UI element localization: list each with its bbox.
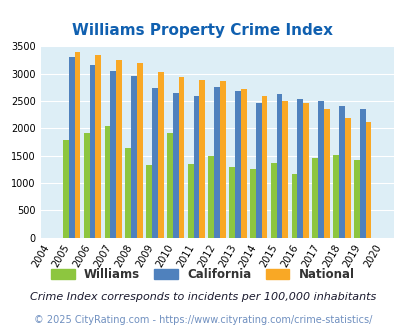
Bar	[255, 103, 261, 238]
Bar	[311, 158, 318, 238]
Bar	[282, 101, 288, 238]
Bar	[234, 91, 240, 238]
Bar	[364, 122, 371, 238]
Bar	[187, 164, 193, 238]
Bar	[83, 133, 90, 238]
Bar	[318, 101, 323, 238]
Text: © 2025 CityRating.com - https://www.cityrating.com/crime-statistics/: © 2025 CityRating.com - https://www.city…	[34, 315, 371, 325]
Bar	[178, 77, 184, 238]
Bar	[214, 87, 220, 238]
Bar	[353, 160, 359, 238]
Bar	[303, 103, 308, 238]
Bar	[229, 167, 234, 238]
Bar	[104, 126, 110, 238]
Bar	[338, 106, 344, 238]
Bar	[249, 169, 255, 238]
Bar	[193, 96, 199, 238]
Bar	[110, 71, 116, 238]
Bar	[69, 56, 75, 238]
Bar	[146, 165, 151, 238]
Bar	[344, 118, 350, 238]
Text: Williams Property Crime Index: Williams Property Crime Index	[72, 23, 333, 38]
Bar	[220, 81, 225, 238]
Bar	[240, 89, 246, 238]
Bar	[172, 93, 178, 238]
Bar	[297, 99, 303, 238]
Legend: Williams, California, National: Williams, California, National	[46, 263, 359, 286]
Bar	[359, 109, 364, 238]
Bar	[125, 148, 131, 238]
Bar	[63, 140, 69, 238]
Text: Crime Index corresponds to incidents per 100,000 inhabitants: Crime Index corresponds to incidents per…	[30, 292, 375, 302]
Bar	[116, 60, 122, 238]
Bar	[199, 80, 205, 238]
Bar	[95, 55, 101, 238]
Bar	[131, 76, 136, 238]
Bar	[276, 94, 282, 238]
Bar	[136, 63, 143, 238]
Bar	[323, 109, 329, 238]
Bar	[151, 88, 158, 238]
Bar	[75, 52, 80, 238]
Bar	[261, 96, 267, 238]
Bar	[291, 174, 297, 238]
Bar	[90, 65, 95, 238]
Bar	[158, 72, 163, 238]
Bar	[333, 155, 338, 238]
Bar	[270, 163, 276, 238]
Bar	[166, 133, 172, 238]
Bar	[208, 156, 214, 238]
